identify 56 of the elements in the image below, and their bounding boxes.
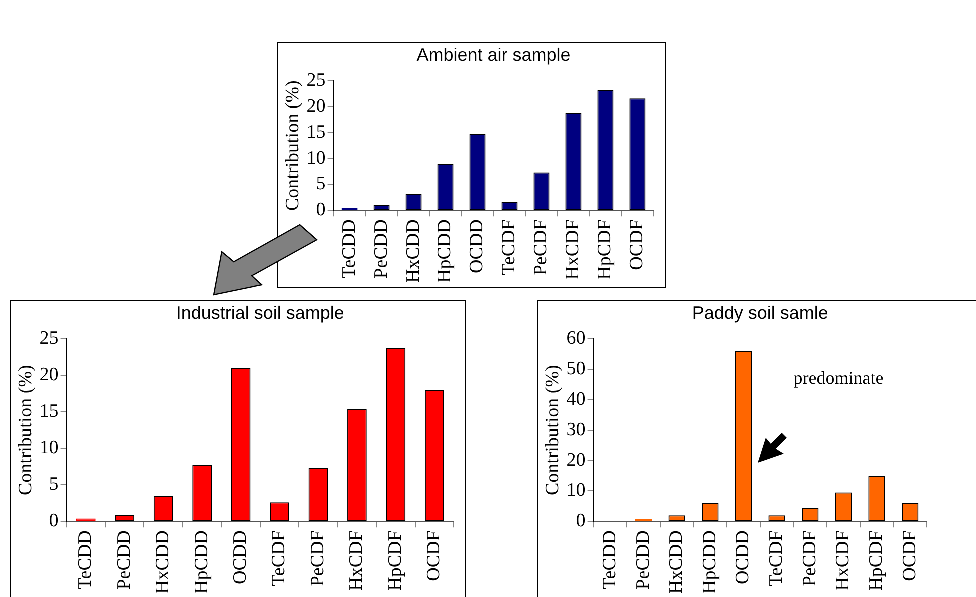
y-tick-label: 20 bbox=[306, 96, 326, 117]
x-tick-label: HxCDF bbox=[832, 530, 854, 591]
x-tick-label: HpCDF bbox=[866, 530, 888, 591]
x-tick-label: HpCDD bbox=[699, 530, 720, 594]
y-axis-title: Contribution (%) bbox=[282, 80, 304, 212]
x-tick-label: PeCDD bbox=[370, 220, 392, 279]
x-tick-label: OCDD bbox=[466, 220, 488, 274]
y-tick-label: 5 bbox=[49, 474, 59, 496]
y-tick-label: 40 bbox=[566, 388, 586, 410]
x-tick-label: OCDD bbox=[732, 530, 754, 585]
x-tick-label: OCDD bbox=[230, 530, 252, 585]
chart-title: Paddy soil samle bbox=[692, 302, 828, 323]
y-tick-label: 60 bbox=[566, 328, 586, 349]
y-tick-label: 10 bbox=[566, 480, 586, 502]
chart-title: Industrial soil sample bbox=[176, 302, 344, 323]
x-tick-label: PeCDF bbox=[307, 530, 328, 587]
x-tick-label: HpCDD bbox=[191, 530, 212, 594]
y-tick-label: 0 bbox=[49, 510, 59, 532]
x-tick-label: HpCDD bbox=[434, 220, 456, 284]
x-tick-label: HxCDD bbox=[402, 220, 424, 284]
x-tick-label: HxCDD bbox=[666, 530, 688, 594]
y-tick-label: 5 bbox=[316, 174, 326, 195]
x-tick-label: HxCDF bbox=[562, 220, 584, 280]
x-tick-label: TeCDD bbox=[75, 530, 96, 590]
x-tick-label: HpCDF bbox=[594, 220, 616, 280]
x-tick-label: PeCDD bbox=[114, 530, 135, 590]
y-axis-title: Contribution (%) bbox=[15, 365, 36, 496]
y-tick-label: 25 bbox=[306, 70, 326, 91]
x-tick-label: OCDF bbox=[899, 530, 920, 582]
y-tick-label: 15 bbox=[40, 401, 59, 422]
y-tick-label: 20 bbox=[566, 450, 586, 471]
x-tick-label: TeCDF bbox=[268, 530, 290, 586]
y-tick-label: 10 bbox=[40, 438, 59, 459]
x-tick-label: TeCDD bbox=[338, 220, 360, 278]
annotation: predominate bbox=[794, 368, 884, 388]
x-tick-label: HxCDD bbox=[152, 530, 174, 594]
x-tick-label: OCDF bbox=[626, 220, 648, 270]
x-tick-label: PeCDF bbox=[799, 530, 820, 587]
x-tick-label: HpCDF bbox=[384, 530, 406, 591]
y-tick-label: 0 bbox=[316, 200, 326, 221]
x-tick-label: HxCDF bbox=[346, 530, 368, 591]
y-tick-label: 25 bbox=[40, 328, 59, 349]
y-axis-title: Contribution (%) bbox=[542, 365, 564, 496]
y-tick-label: 30 bbox=[566, 419, 586, 440]
x-tick-label: PeCDF bbox=[530, 220, 552, 276]
y-tick-label: 50 bbox=[566, 358, 586, 380]
x-tick-label: TeCDD bbox=[599, 530, 620, 590]
x-tick-label: PeCDD bbox=[632, 530, 654, 590]
y-tick-label: 20 bbox=[40, 364, 59, 386]
y-tick-label: 0 bbox=[576, 510, 586, 532]
x-tick-label: TeCDF bbox=[498, 220, 520, 276]
x-tick-label: TeCDF bbox=[766, 530, 788, 586]
y-tick-label: 15 bbox=[306, 122, 326, 143]
y-tick-label: 10 bbox=[306, 148, 326, 169]
chart-title: Ambient air sample bbox=[416, 44, 571, 65]
x-tick-label: OCDF bbox=[424, 530, 445, 582]
